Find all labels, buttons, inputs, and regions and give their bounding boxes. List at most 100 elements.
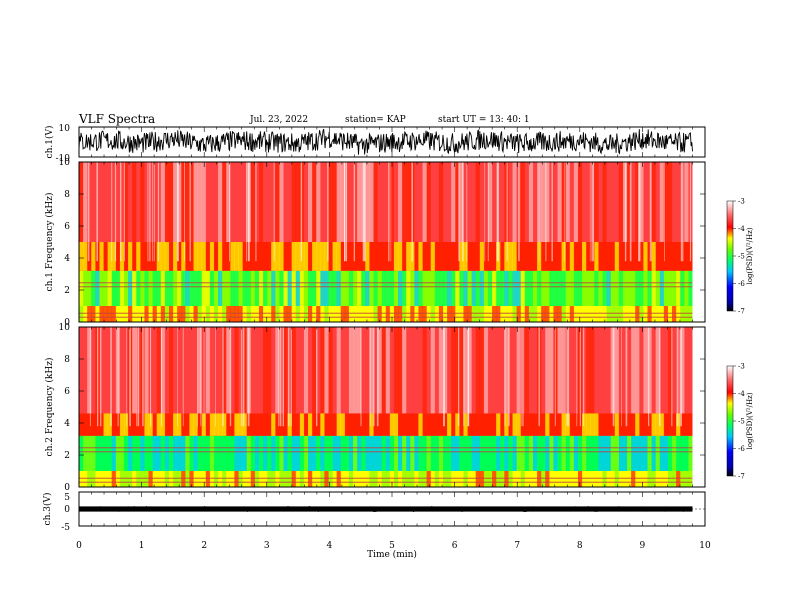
spectrogram-cell [520, 471, 526, 487]
spectrogram-cell [528, 471, 534, 487]
spectrogram-cell [111, 435, 117, 471]
spectrogram-cell [479, 306, 485, 322]
spectrogram-cell [263, 327, 268, 414]
spectrogram-cell [418, 162, 423, 242]
spectrogram-cell [524, 413, 530, 436]
spectrogram-cell [181, 471, 186, 487]
spectrogram-cell [238, 162, 243, 242]
ch1-frequency-ticks: 0 2 4 6 8 10 [59, 158, 705, 328]
spectrogram-cell [144, 306, 149, 322]
spectrogram-cell [631, 242, 636, 271]
spectrogram-cell [299, 413, 305, 436]
spectrogram-cell [303, 413, 309, 436]
spectrogram-cell [299, 435, 305, 471]
spectrogram-cell [119, 162, 125, 242]
spectrogram-cell [254, 162, 260, 242]
spectrogram-cell [504, 413, 509, 436]
spectrogram-cell [353, 327, 358, 414]
spectrogram-cell [389, 327, 395, 414]
spectrogram-cell [164, 413, 170, 436]
spectrogram-cell [471, 471, 477, 487]
spectrogram-cell [140, 242, 145, 271]
time-tick-label: 6 [452, 541, 458, 551]
spectrogram-cell [647, 327, 652, 414]
spectrogram-cell [672, 471, 677, 487]
spectrogram-cell [565, 242, 571, 271]
spectrogram-cell [643, 306, 648, 322]
spectrogram-spike [591, 162, 593, 262]
spectrogram-cell [586, 270, 591, 306]
spectrogram-cell [451, 327, 456, 414]
spectrogram-cell [205, 327, 211, 414]
spectrogram-cell [569, 471, 575, 487]
spectrogram-cell [205, 413, 211, 436]
spectrogram-cell [553, 306, 558, 322]
spectrogram-spike [639, 162, 641, 262]
spectrogram-cell [173, 327, 178, 414]
spectrogram-cell [328, 471, 333, 487]
spectrogram-cell [246, 471, 252, 487]
spectrogram-spike [120, 162, 122, 262]
spectrogram-cell [238, 435, 243, 471]
spectrogram-cell [344, 471, 350, 487]
spectrogram-cell [475, 471, 481, 487]
ch3-waveform-ylabel: ch.3(V) [42, 493, 53, 526]
spectrogram-cell [659, 327, 665, 414]
spectrogram-cell [610, 242, 616, 271]
spectrogram-spike [487, 162, 489, 262]
spectrogram-spike [649, 162, 652, 262]
spectrogram-cell [434, 242, 440, 271]
spectrogram-cell [524, 270, 530, 306]
spectrogram-cell [369, 435, 374, 471]
spectrogram-cell [303, 162, 309, 242]
spectrogram-spike [360, 327, 362, 427]
spectrogram-spike [390, 162, 392, 262]
spectrogram-cell [132, 242, 137, 271]
spectrogram-cell [667, 471, 673, 487]
spectrogram-cell [492, 435, 497, 471]
spectrogram-cell [443, 270, 448, 306]
spectrogram-spike [247, 162, 250, 262]
spectrogram-cell [271, 242, 276, 271]
spectrogram-cell [189, 242, 194, 271]
spectrogram-cell [577, 306, 583, 322]
spectrogram-cell [242, 242, 247, 271]
spectrogram-cell [332, 327, 337, 414]
spectrogram-cell [193, 162, 198, 242]
spectrogram-cell [99, 306, 104, 322]
spectrogram-cell [369, 471, 374, 487]
colorbar-tick-label: -5 [738, 418, 745, 426]
spectrogram-cell [308, 327, 313, 414]
spectrogram-cell [557, 270, 562, 306]
spectrogram-cell [504, 435, 509, 471]
spectrogram-cell [487, 242, 493, 271]
spectrogram-cell [602, 306, 607, 322]
spectrogram-cell [222, 471, 227, 487]
spectrogram-cell [586, 413, 591, 436]
spectrogram-cell [136, 471, 141, 487]
spectrogram-cell [537, 270, 542, 306]
spectrogram-cell [258, 242, 264, 271]
spectrogram-cell [667, 306, 673, 322]
spectrogram-cell [627, 413, 632, 436]
spectrogram-cell [324, 270, 329, 306]
spectrogram-cell [168, 270, 174, 306]
spectrogram-spike [215, 327, 216, 427]
spectrogram-cell [639, 435, 644, 471]
spectrogram-cell [475, 435, 481, 471]
spectrogram-cell [426, 471, 432, 487]
spectrogram-cell [205, 471, 211, 487]
spectrogram-cell [279, 270, 284, 306]
spectrogram-cell [201, 162, 207, 242]
ch2-frequency-ticks: 0 2 4 6 8 10 [59, 323, 705, 493]
spectrogram-cell [83, 270, 88, 306]
spectrogram-cell [500, 435, 505, 471]
spectrogram-cell [455, 162, 460, 242]
spectrogram-cell [218, 162, 223, 242]
spectrogram-cell [79, 306, 84, 322]
spectrogram-cell [209, 162, 215, 242]
spectrogram-spike [658, 327, 661, 427]
spectrogram-cell [87, 435, 92, 471]
spectrogram-cell [467, 435, 472, 471]
spectrogram-cell [500, 306, 505, 322]
